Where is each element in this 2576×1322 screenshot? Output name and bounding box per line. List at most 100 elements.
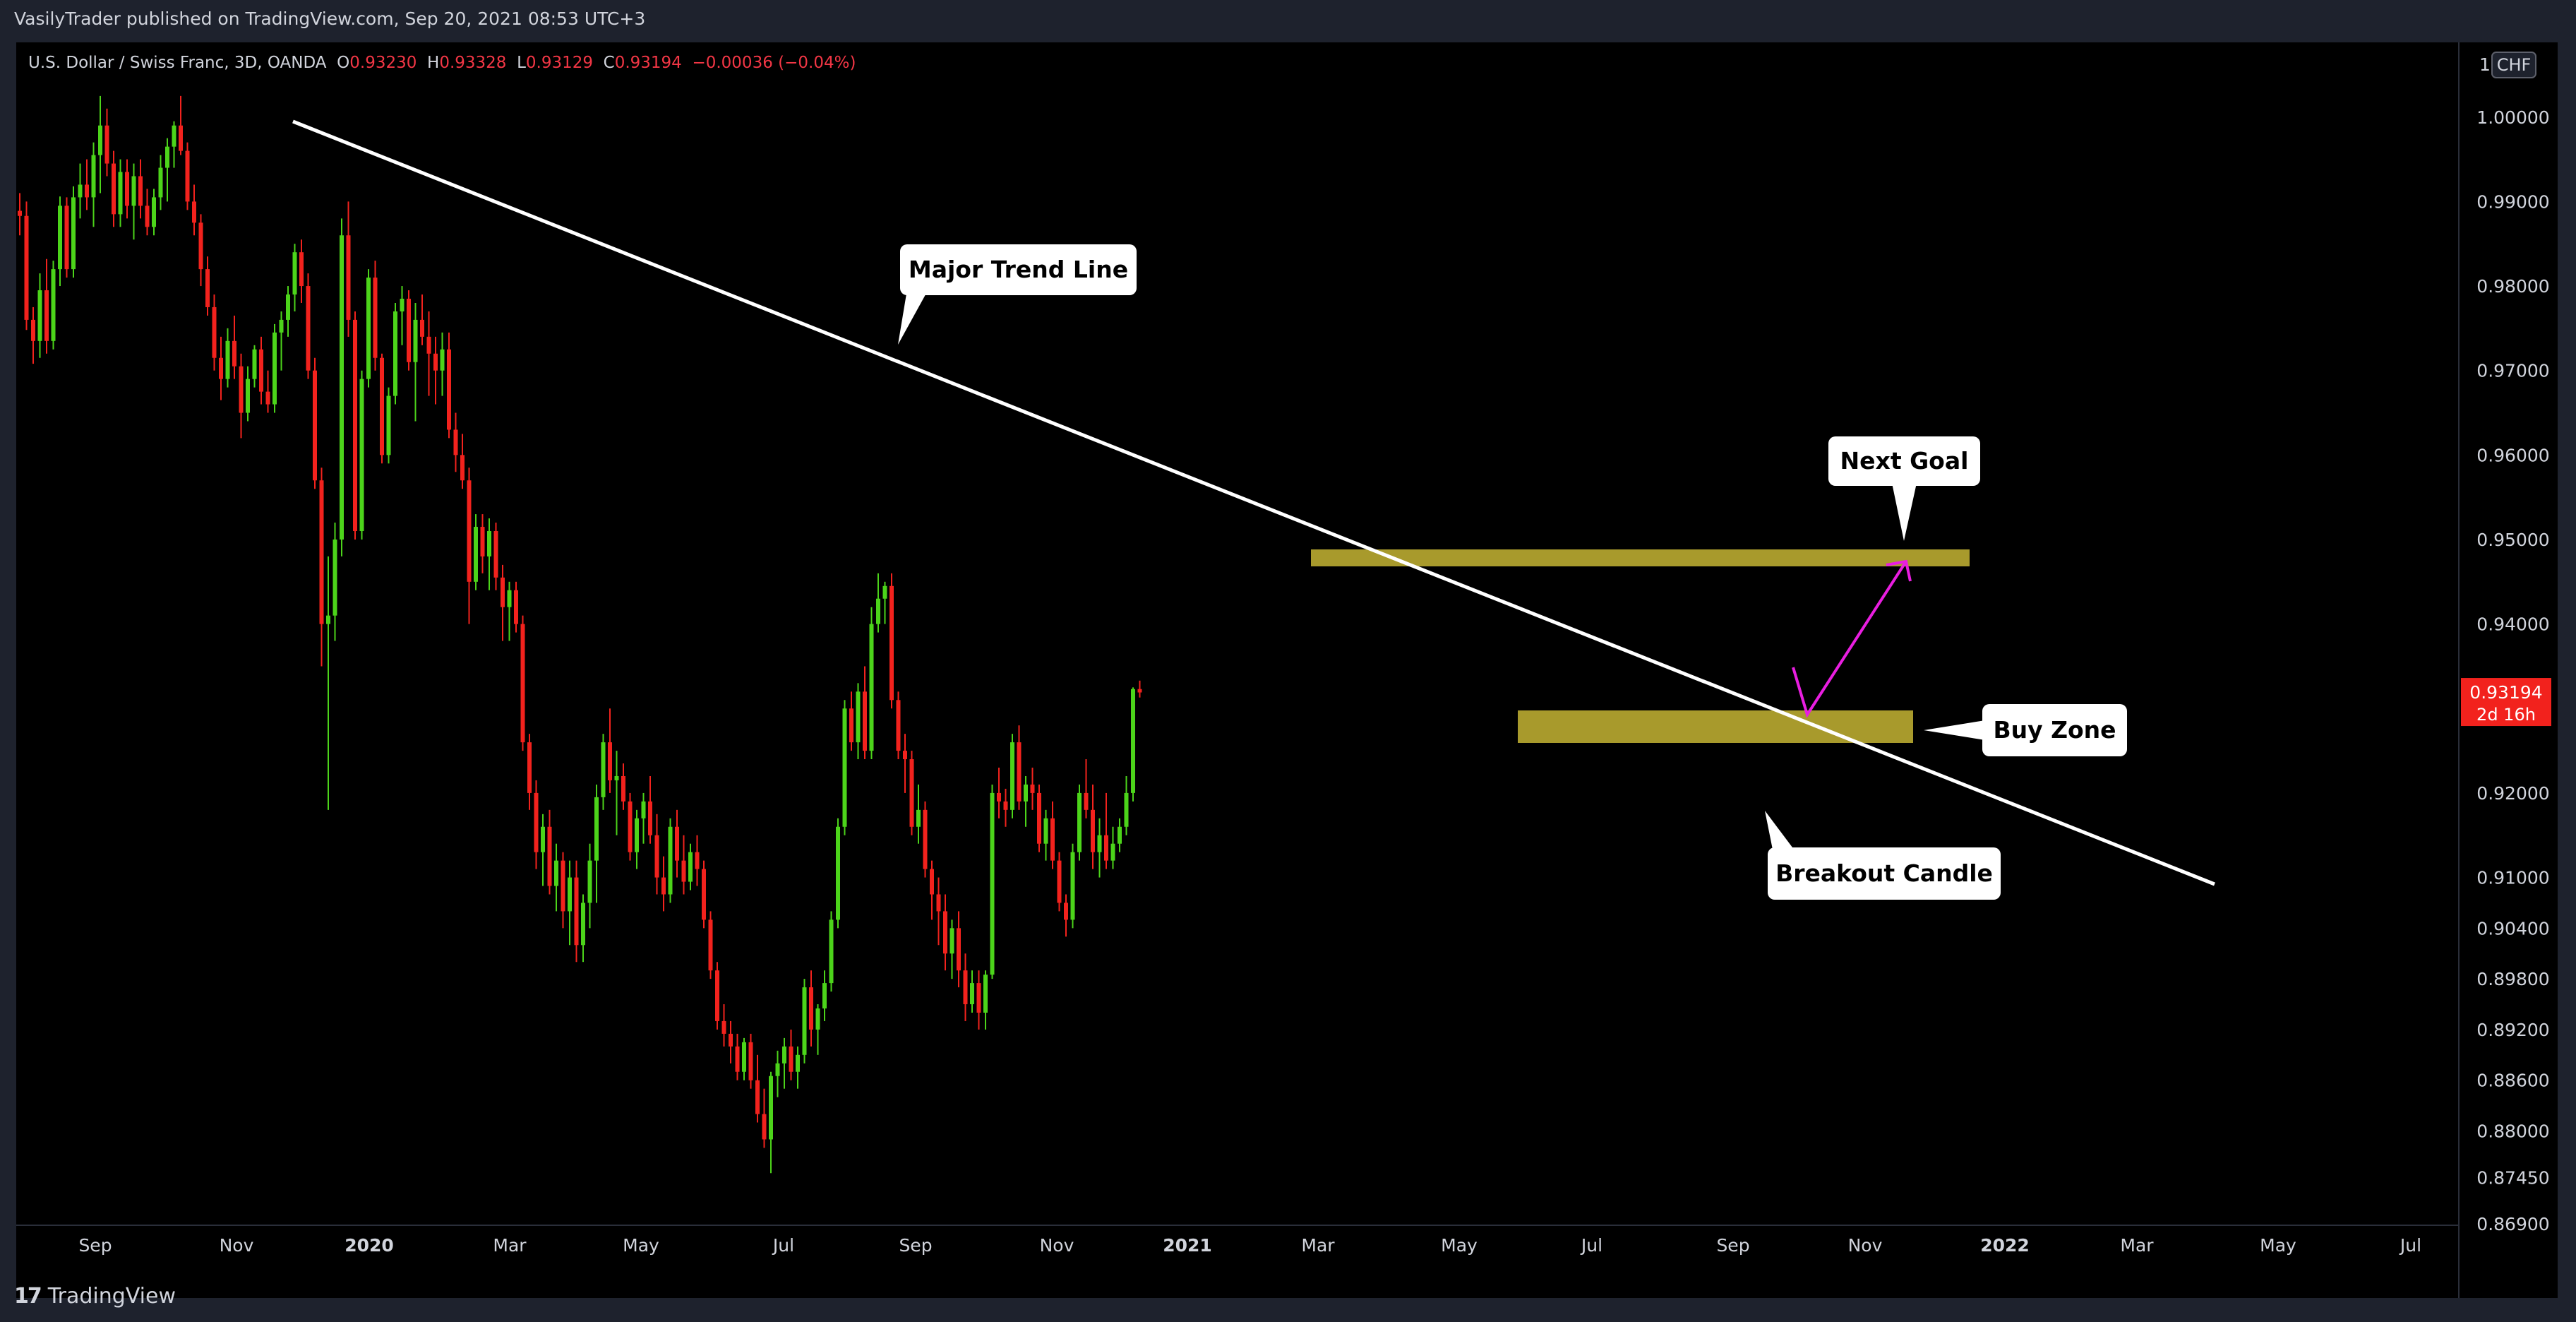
- candle: [856, 683, 861, 759]
- candle: [990, 785, 995, 979]
- candle: [85, 160, 89, 210]
- candle-body: [259, 350, 263, 392]
- tradingview-logo-icon: 𝟭𝟳: [14, 1284, 41, 1309]
- candle: [822, 970, 827, 1021]
- price-tick-label: 0.88000: [2476, 1121, 2549, 1141]
- legend-change: −0.00036 (−0.04%): [692, 54, 856, 72]
- candle: [527, 734, 532, 810]
- candle: [675, 810, 679, 878]
- candle-body: [65, 206, 69, 269]
- price-tick-label: 0.91000: [2476, 868, 2549, 888]
- candle-body: [508, 590, 512, 607]
- candle-body: [239, 367, 244, 413]
- candle: [836, 818, 840, 929]
- candle-body: [467, 480, 472, 582]
- candle-body: [977, 983, 981, 1013]
- candle: [18, 193, 22, 235]
- time-tick-label: Nov: [1040, 1235, 1074, 1256]
- candle-body: [71, 197, 76, 269]
- candle-body: [675, 827, 679, 861]
- candle-body: [514, 590, 518, 624]
- next-goal-label-text: Next Goal: [1840, 447, 1969, 475]
- candle-body: [870, 624, 874, 751]
- candle: [950, 919, 954, 979]
- candle: [65, 197, 69, 278]
- candle: [400, 286, 405, 345]
- time-tick-label: Sep: [1716, 1235, 1749, 1256]
- candle-body: [1131, 689, 1135, 793]
- candle: [816, 1004, 820, 1055]
- candle-body: [92, 155, 96, 198]
- candle-body: [930, 869, 934, 895]
- candle-body: [742, 1042, 746, 1072]
- candle: [755, 1055, 760, 1123]
- candle: [427, 311, 431, 396]
- candle: [782, 1038, 786, 1089]
- candle-body: [253, 350, 257, 379]
- buy-zone-label: Buy Zone: [1924, 704, 2127, 756]
- candle-body: [487, 531, 491, 556]
- candle: [910, 751, 914, 835]
- candle: [1091, 785, 1095, 869]
- candle: [588, 844, 592, 929]
- candle-body: [138, 177, 143, 206]
- legend-high-value: 0.93328: [439, 54, 506, 72]
- candle: [729, 1021, 733, 1064]
- candle: [239, 354, 244, 439]
- price-tick-label: 0.89200: [2476, 1020, 2549, 1040]
- candle: [722, 1004, 726, 1047]
- candle: [112, 151, 116, 227]
- candle-body: [628, 802, 633, 852]
- candle-body: [769, 1076, 773, 1140]
- candle: [863, 666, 867, 759]
- candle-body: [44, 290, 49, 341]
- candle-body: [937, 894, 941, 911]
- candle: [554, 844, 558, 912]
- candle: [789, 1030, 793, 1080]
- candle-body: [78, 184, 83, 197]
- candle: [581, 894, 585, 962]
- candle-body: [755, 1080, 760, 1114]
- time-tick-label: Nov: [220, 1235, 254, 1256]
- time-tick-label: May: [1441, 1235, 1478, 1256]
- candle: [957, 911, 961, 987]
- candle: [387, 388, 391, 464]
- candle-body: [682, 861, 686, 882]
- candle-body: [669, 827, 673, 895]
- candle-body: [822, 983, 827, 1008]
- candle: [1118, 818, 1122, 852]
- candle-body: [18, 211, 22, 216]
- candle-body: [749, 1042, 753, 1080]
- candle: [883, 582, 887, 624]
- candle: [333, 523, 337, 641]
- price-tick-label: 0.96000: [2476, 445, 2549, 465]
- legend-low-label: L: [517, 54, 526, 72]
- candle: [1131, 687, 1135, 802]
- time-axis[interactable]: Sep Nov 2020 Mar May Jul Sep Nov 2021 Mar May Jul Se…: [78, 1235, 2421, 1256]
- candle: [964, 953, 968, 1021]
- price-axis[interactable]: 1.00000 0.99000 0.98000 0.97000 0.96000 0.950…: [2461, 52, 2551, 1234]
- candle-body: [387, 396, 391, 455]
- candle: [870, 607, 874, 759]
- candle-body: [876, 599, 880, 624]
- candle: [843, 700, 847, 835]
- candle-body: [1111, 844, 1115, 861]
- candle: [943, 894, 947, 970]
- candle: [132, 164, 136, 240]
- candle-body: [816, 1008, 820, 1030]
- candle-body: [1050, 818, 1055, 861]
- candle-body: [1104, 835, 1108, 861]
- candle: [447, 333, 451, 439]
- candle-body: [997, 793, 1001, 802]
- candle-body: [366, 278, 371, 379]
- time-tick-label: Jul: [2399, 1235, 2421, 1256]
- candle-body: [105, 126, 109, 164]
- candle: [923, 802, 928, 878]
- legend-low-value: 0.93129: [526, 54, 593, 72]
- candle-body: [414, 320, 418, 362]
- candle: [628, 793, 633, 861]
- candle: [508, 582, 512, 641]
- candle-body: [608, 742, 612, 780]
- candle: [407, 290, 411, 371]
